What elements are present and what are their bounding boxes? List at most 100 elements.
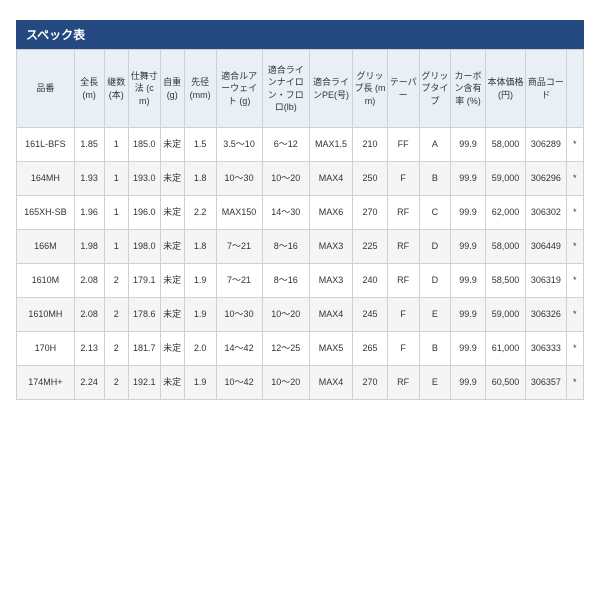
col-lure: 適合ルアーウェイト (g) [216, 50, 262, 128]
cell: 未定 [160, 230, 184, 264]
cell: 1.96 [74, 196, 104, 230]
cell: 59,000 [485, 162, 525, 196]
cell: F [387, 162, 419, 196]
col-grip: グリップ長 (mm) [353, 50, 388, 128]
cell: 10～30 [216, 162, 262, 196]
cell: 10～20 [262, 162, 309, 196]
cell: 58,500 [485, 264, 525, 298]
cell: 198.0 [128, 230, 160, 264]
cell: RF [387, 366, 419, 400]
cell: 270 [353, 196, 388, 230]
cell: 1 [104, 196, 128, 230]
col-pe: 適合ラインPE(号) [309, 50, 352, 128]
cell: 306333 [526, 332, 566, 366]
table-row: 1610M2.082179.1未定1.97～218～16MAX3240RFD99… [17, 264, 584, 298]
cell: F [387, 298, 419, 332]
cell: 265 [353, 332, 388, 366]
col-model: 品番 [17, 50, 75, 128]
col-nylon: 適合ラインナイロン・フロロ(lb) [262, 50, 309, 128]
cell: 2 [104, 298, 128, 332]
cell: 179.1 [128, 264, 160, 298]
cell: 1 [104, 230, 128, 264]
cell: 99.9 [451, 366, 486, 400]
cell: 306449 [526, 230, 566, 264]
cell: 99.9 [451, 128, 486, 162]
cell: 未定 [160, 196, 184, 230]
cell: * [566, 264, 583, 298]
table-body: 161L-BFS1.851185.0未定1.53.5～106～12MAX1.52… [17, 128, 584, 400]
cell: 161L-BFS [17, 128, 75, 162]
cell: 58,000 [485, 230, 525, 264]
cell: 164MH [17, 162, 75, 196]
cell: 185.0 [128, 128, 160, 162]
cell: * [566, 196, 583, 230]
cell: * [566, 298, 583, 332]
cell: 174MH+ [17, 366, 75, 400]
cell: 1.9 [184, 366, 216, 400]
cell: 99.9 [451, 230, 486, 264]
col-tip: 先径 (mm) [184, 50, 216, 128]
cell: FF [387, 128, 419, 162]
cell: E [419, 298, 451, 332]
cell: 225 [353, 230, 388, 264]
table-row: 1610MH2.082178.6未定1.910～3010～20MAX4245FE… [17, 298, 584, 332]
cell: 2.2 [184, 196, 216, 230]
cell: 193.0 [128, 162, 160, 196]
cell: * [566, 128, 583, 162]
cell: 58,000 [485, 128, 525, 162]
cell: MAX5 [309, 332, 352, 366]
cell: 1610M [17, 264, 75, 298]
col-price: 本体価格 (円) [485, 50, 525, 128]
cell: 62,000 [485, 196, 525, 230]
cell: D [419, 230, 451, 264]
cell: 7～21 [216, 230, 262, 264]
spec-table-container: スペック表 品番 全長 (m) 継数 (本) 仕舞寸法 (cm) 自重 (g) … [0, 0, 600, 420]
spec-table: 品番 全長 (m) 継数 (本) 仕舞寸法 (cm) 自重 (g) 先径 (mm… [16, 49, 584, 400]
title-bar: スペック表 [16, 20, 584, 49]
cell: 2.13 [74, 332, 104, 366]
cell: 6～12 [262, 128, 309, 162]
cell: 7～21 [216, 264, 262, 298]
cell: D [419, 264, 451, 298]
cell: 2.0 [184, 332, 216, 366]
cell: 2 [104, 264, 128, 298]
cell: 8～16 [262, 230, 309, 264]
cell: 12～25 [262, 332, 309, 366]
cell: 未定 [160, 298, 184, 332]
cell: A [419, 128, 451, 162]
cell: 2 [104, 366, 128, 400]
cell: 306357 [526, 366, 566, 400]
col-taper: テーパー [387, 50, 419, 128]
cell: MAX1.5 [309, 128, 352, 162]
cell: 1.8 [184, 162, 216, 196]
table-row: 174MH+2.242192.1未定1.910～4210～20MAX4270RF… [17, 366, 584, 400]
cell: RF [387, 264, 419, 298]
cell: 1.85 [74, 128, 104, 162]
header-row: 品番 全長 (m) 継数 (本) 仕舞寸法 (cm) 自重 (g) 先径 (mm… [17, 50, 584, 128]
cell: MAX150 [216, 196, 262, 230]
cell: 99.9 [451, 332, 486, 366]
col-length: 全長 (m) [74, 50, 104, 128]
cell: * [566, 332, 583, 366]
cell: MAX4 [309, 366, 352, 400]
cell: 245 [353, 298, 388, 332]
col-griptype: グリップタイプ [419, 50, 451, 128]
cell: 306319 [526, 264, 566, 298]
cell: 306296 [526, 162, 566, 196]
cell: 99.9 [451, 264, 486, 298]
cell: 181.7 [128, 332, 160, 366]
cell: 99.9 [451, 196, 486, 230]
cell: 1.9 [184, 264, 216, 298]
cell: 2.08 [74, 298, 104, 332]
cell: RF [387, 230, 419, 264]
table-row: 170H2.132181.7未定2.014～4212～25MAX5265FB99… [17, 332, 584, 366]
cell: 2 [104, 332, 128, 366]
cell: 165XH-SB [17, 196, 75, 230]
cell: MAX4 [309, 298, 352, 332]
cell: 166M [17, 230, 75, 264]
cell: MAX3 [309, 264, 352, 298]
cell: 14～30 [262, 196, 309, 230]
cell: 306302 [526, 196, 566, 230]
cell: 10～20 [262, 366, 309, 400]
cell: 1.98 [74, 230, 104, 264]
